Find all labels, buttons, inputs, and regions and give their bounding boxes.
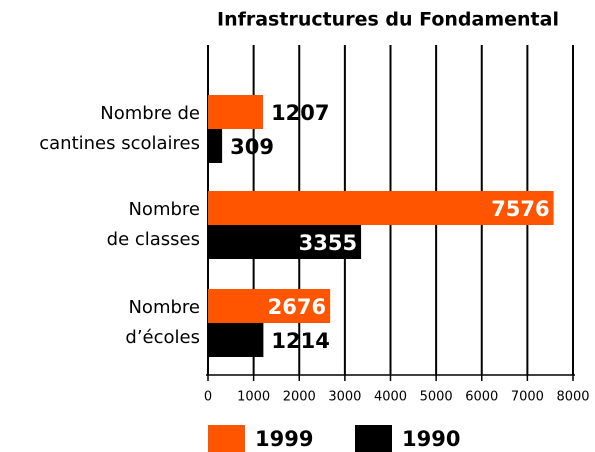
value-label: 309 xyxy=(230,135,274,159)
value-label: 2676 xyxy=(268,295,326,319)
legend-label: 1999 xyxy=(255,427,313,451)
x-tick-label: 5000 xyxy=(420,390,453,405)
bar xyxy=(208,323,264,357)
chart-title: Infrastructures du Fondamental xyxy=(217,9,559,31)
legend-label: 1990 xyxy=(402,427,460,451)
x-tick-label: 1000 xyxy=(237,390,270,405)
bar xyxy=(208,129,223,163)
bar xyxy=(208,225,362,259)
category-label: cantines scolaires xyxy=(39,133,200,154)
category-label: Nombre xyxy=(128,297,200,318)
x-tick-label: 7000 xyxy=(511,390,544,405)
value-label: 3355 xyxy=(299,231,357,255)
x-tick-label: 8000 xyxy=(556,390,589,405)
value-label: 1214 xyxy=(271,329,329,353)
x-tick-label: 2000 xyxy=(283,390,316,405)
bar xyxy=(208,289,331,323)
x-tick-label: 0 xyxy=(204,390,212,405)
x-tick-label: 3000 xyxy=(328,390,361,405)
category-label: Nombre xyxy=(128,199,200,220)
category-label: Nombre de xyxy=(100,103,200,124)
bar xyxy=(208,95,264,129)
x-tick-label: 6000 xyxy=(465,390,498,405)
legend-swatch xyxy=(355,425,392,452)
category-label: de classes xyxy=(107,229,200,250)
category-label: d’écoles xyxy=(125,327,200,348)
value-label: 1207 xyxy=(271,101,329,125)
value-label: 7576 xyxy=(491,197,549,221)
bar xyxy=(208,191,554,225)
legend-swatch xyxy=(208,425,245,452)
x-tick-label: 4000 xyxy=(374,390,407,405)
